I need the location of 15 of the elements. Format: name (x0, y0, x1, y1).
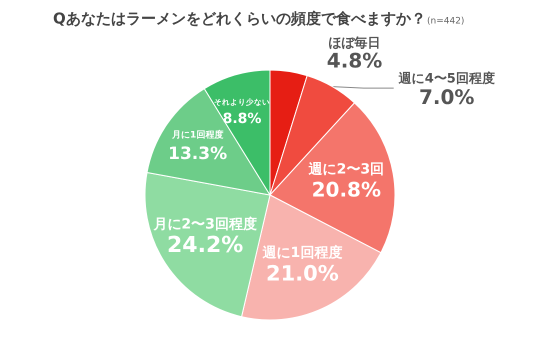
data-label: 13.3% (168, 144, 228, 164)
slice-label: 週に4〜5回程度 (398, 70, 495, 87)
slice-label: 週に1回程度 (262, 244, 342, 261)
slice-label: 週に2〜3回 (308, 161, 384, 178)
data-label: 4.8% (326, 48, 382, 73)
data-label: 7.0% (419, 85, 474, 110)
chart-subtitle: (n=442) (427, 16, 464, 26)
slice-label: 月に2〜3回程度 (152, 215, 257, 232)
data-label: 24.2% (166, 232, 244, 258)
data-label: 20.8% (312, 177, 381, 202)
slice-label: 月に1回程度 (170, 129, 224, 140)
data-label: 8.8% (222, 110, 262, 127)
data-label: 21.0% (266, 261, 339, 286)
slice-label: ほぼ毎日 (328, 36, 381, 52)
chart-title: Qあなたはラーメンをどれくらいの頻度で食べますか？ (53, 10, 426, 28)
